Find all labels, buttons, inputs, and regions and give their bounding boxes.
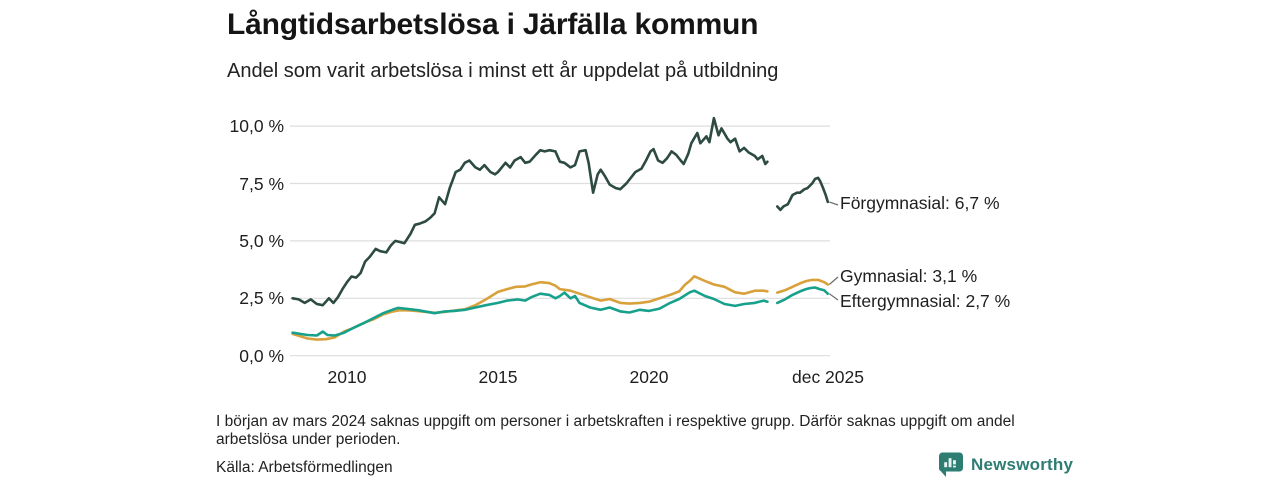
y-tick-7-5: 7,5 % [239, 174, 284, 194]
brand-name: Newsworthy [971, 454, 1074, 474]
x-tick-2015: 2015 [478, 367, 518, 387]
source-credit: Källa: Arbetsförmedlingen [216, 459, 393, 476]
series-label-gymnasial: Gymnasial: 3,1 % [840, 266, 978, 286]
x-tick-dec-2025: dec 2025 [791, 367, 864, 387]
footnote: I början av mars 2024 saknas uppgift om … [216, 413, 1015, 448]
newsworthy-icon [938, 452, 963, 477]
brand-logo: Newsworthy [938, 451, 1073, 478]
y-tick-5: 5,0 % [239, 231, 284, 251]
y-tick-0: 0,0 % [239, 346, 284, 366]
series-label-eftergymnasial: Eftergymnasial: 2,7 % [840, 291, 1011, 311]
page-title: Långtidsarbetslösa i Järfälla kommun [227, 8, 759, 41]
series-label-forgymnasial: Förgymnasial: 6,7 % [840, 193, 1000, 213]
x-tick-2010: 2010 [327, 367, 367, 387]
chart-subtitle: Andel som varit arbetslösa i minst ett å… [227, 60, 779, 82]
y-tick-2-5: 2,5 % [239, 288, 284, 308]
x-tick-2020: 2020 [629, 367, 669, 387]
y-tick-10: 10,0 % [229, 116, 284, 136]
